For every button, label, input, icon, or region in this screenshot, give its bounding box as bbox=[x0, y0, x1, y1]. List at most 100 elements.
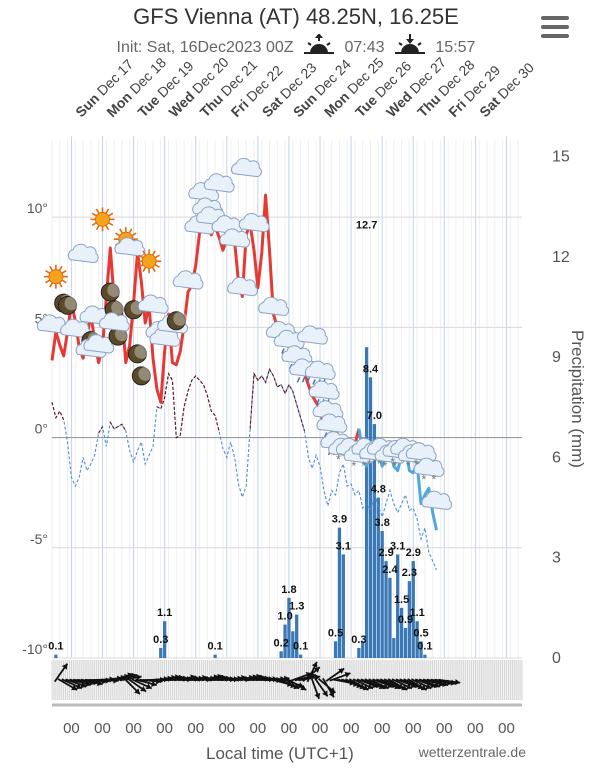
wind-arrow-head bbox=[313, 667, 320, 673]
rain-drop bbox=[316, 399, 320, 405]
wind-arrow-head bbox=[151, 680, 157, 687]
wind-arrow-head bbox=[61, 663, 68, 670]
x-tick-label: 00 bbox=[63, 720, 80, 737]
dewpoint-line bbox=[249, 367, 306, 432]
wind-arrow-head bbox=[454, 679, 461, 686]
sun-ray bbox=[142, 266, 147, 273]
cloud-shape bbox=[172, 270, 204, 290]
cloud-icon bbox=[421, 490, 453, 511]
precipitation-value-label: 0.5 bbox=[328, 627, 343, 639]
sun-disc bbox=[141, 253, 157, 269]
cloud-icon bbox=[203, 173, 235, 193]
precipitation-bar bbox=[380, 531, 384, 658]
y-left-tick-label: 10° bbox=[27, 200, 48, 216]
credit-link[interactable]: wetterzentrale.de bbox=[418, 744, 526, 760]
precipitation-bar bbox=[159, 647, 163, 658]
x-tick-label: 00 bbox=[281, 720, 298, 737]
precipitation-bar bbox=[361, 641, 365, 658]
moon-icon bbox=[104, 300, 126, 320]
wind-arrow-head bbox=[367, 683, 374, 690]
sun-ray bbox=[58, 282, 63, 288]
rain-drop bbox=[296, 376, 301, 383]
sun-ray bbox=[49, 265, 54, 272]
wind-arrow-head bbox=[311, 661, 318, 668]
day-label-date: Dec 30 bbox=[494, 59, 537, 102]
precipitation-value-label: 3.1 bbox=[336, 540, 351, 552]
wind-arrow-head bbox=[305, 672, 312, 678]
precipitation-value-label: 0.1 bbox=[293, 641, 308, 653]
wind-arrow-head bbox=[382, 683, 389, 690]
precipitation-bar bbox=[407, 581, 412, 658]
y-right-tick-label: 6 bbox=[552, 449, 561, 466]
cloud-shape bbox=[421, 490, 453, 511]
wind-arrow-head bbox=[425, 683, 432, 690]
cloud-shape bbox=[114, 237, 146, 257]
cloud-snow-icon bbox=[405, 442, 437, 462]
precipitation-bar bbox=[295, 614, 299, 658]
precipitation-bar bbox=[337, 527, 342, 658]
sun-ray bbox=[45, 279, 51, 284]
sun-ray bbox=[138, 264, 144, 268]
precipitation-bar bbox=[279, 651, 283, 658]
cloud-shape bbox=[304, 360, 336, 380]
wind-arrow-head bbox=[420, 684, 427, 691]
wind-arrow-head bbox=[405, 683, 412, 690]
cloud-shape bbox=[258, 296, 290, 317]
sun-ray bbox=[91, 212, 97, 217]
snow-flake: * bbox=[383, 459, 388, 473]
x-axis-title: Local time (UTC+1) bbox=[206, 744, 354, 763]
y-right-tick-label: 3 bbox=[552, 550, 561, 567]
precipitation-bar bbox=[403, 627, 408, 658]
moon-shade bbox=[173, 311, 188, 326]
x-tick-label: 00 bbox=[156, 720, 173, 737]
x-tick-label: 00 bbox=[374, 720, 391, 737]
precipitation-value-label: 3.1 bbox=[390, 540, 405, 552]
hamburger-menu-icon[interactable] bbox=[541, 16, 569, 38]
wind-arrow-head bbox=[314, 692, 321, 699]
precipitation-value-label: 7.0 bbox=[367, 410, 382, 422]
precipitation-bar bbox=[357, 647, 361, 658]
sun-ray bbox=[49, 282, 54, 288]
cloud-icon bbox=[258, 296, 290, 317]
sun-ray bbox=[58, 265, 63, 272]
wind-arrow-head bbox=[338, 668, 345, 675]
y-right-tick-label: 0 bbox=[552, 650, 561, 667]
cloud-shape bbox=[273, 329, 305, 350]
precipitation-bar bbox=[364, 347, 369, 658]
wind-arrow-head bbox=[145, 683, 152, 690]
x-tick-label: 00 bbox=[94, 720, 111, 737]
y-right-tick-label: 12 bbox=[552, 249, 570, 266]
sun-ray bbox=[151, 250, 156, 256]
y-left-tick-label: -10° bbox=[22, 641, 48, 657]
snow-flake: * bbox=[362, 459, 367, 473]
sun-ray bbox=[151, 266, 156, 273]
moon-shade bbox=[64, 296, 79, 311]
sun-ray bbox=[154, 254, 160, 259]
x-tick-label: 00 bbox=[343, 720, 360, 737]
precipitation-value-label: 1.5 bbox=[394, 594, 409, 606]
moon-shade bbox=[111, 300, 126, 315]
wind-arrow-head bbox=[362, 684, 369, 691]
cloud-shape bbox=[99, 312, 130, 332]
precipitation-bar bbox=[298, 654, 303, 658]
moon-shade bbox=[134, 344, 149, 359]
wind-arrow-head bbox=[394, 683, 401, 690]
rain-drop bbox=[306, 376, 311, 383]
precipitation-value-label: 1.1 bbox=[409, 607, 424, 619]
wind-arrow-head bbox=[293, 683, 300, 690]
moon-disc bbox=[58, 295, 78, 315]
precipitation-value-label: 3.9 bbox=[332, 514, 347, 526]
sunrise-icon bbox=[302, 33, 336, 56]
snow-flake: * bbox=[390, 455, 395, 469]
rain-drop bbox=[281, 348, 285, 354]
wind-arrow-head bbox=[322, 690, 328, 697]
sun-ray bbox=[61, 269, 67, 274]
cloud-icon bbox=[297, 325, 328, 345]
cloud-icon bbox=[231, 157, 262, 178]
cloud-icon bbox=[227, 276, 258, 297]
rain-drop bbox=[323, 432, 328, 438]
sun-ray bbox=[128, 228, 133, 234]
sun-ray bbox=[91, 222, 97, 227]
precipitation-bar bbox=[411, 561, 415, 658]
cloud-icon bbox=[219, 228, 251, 248]
